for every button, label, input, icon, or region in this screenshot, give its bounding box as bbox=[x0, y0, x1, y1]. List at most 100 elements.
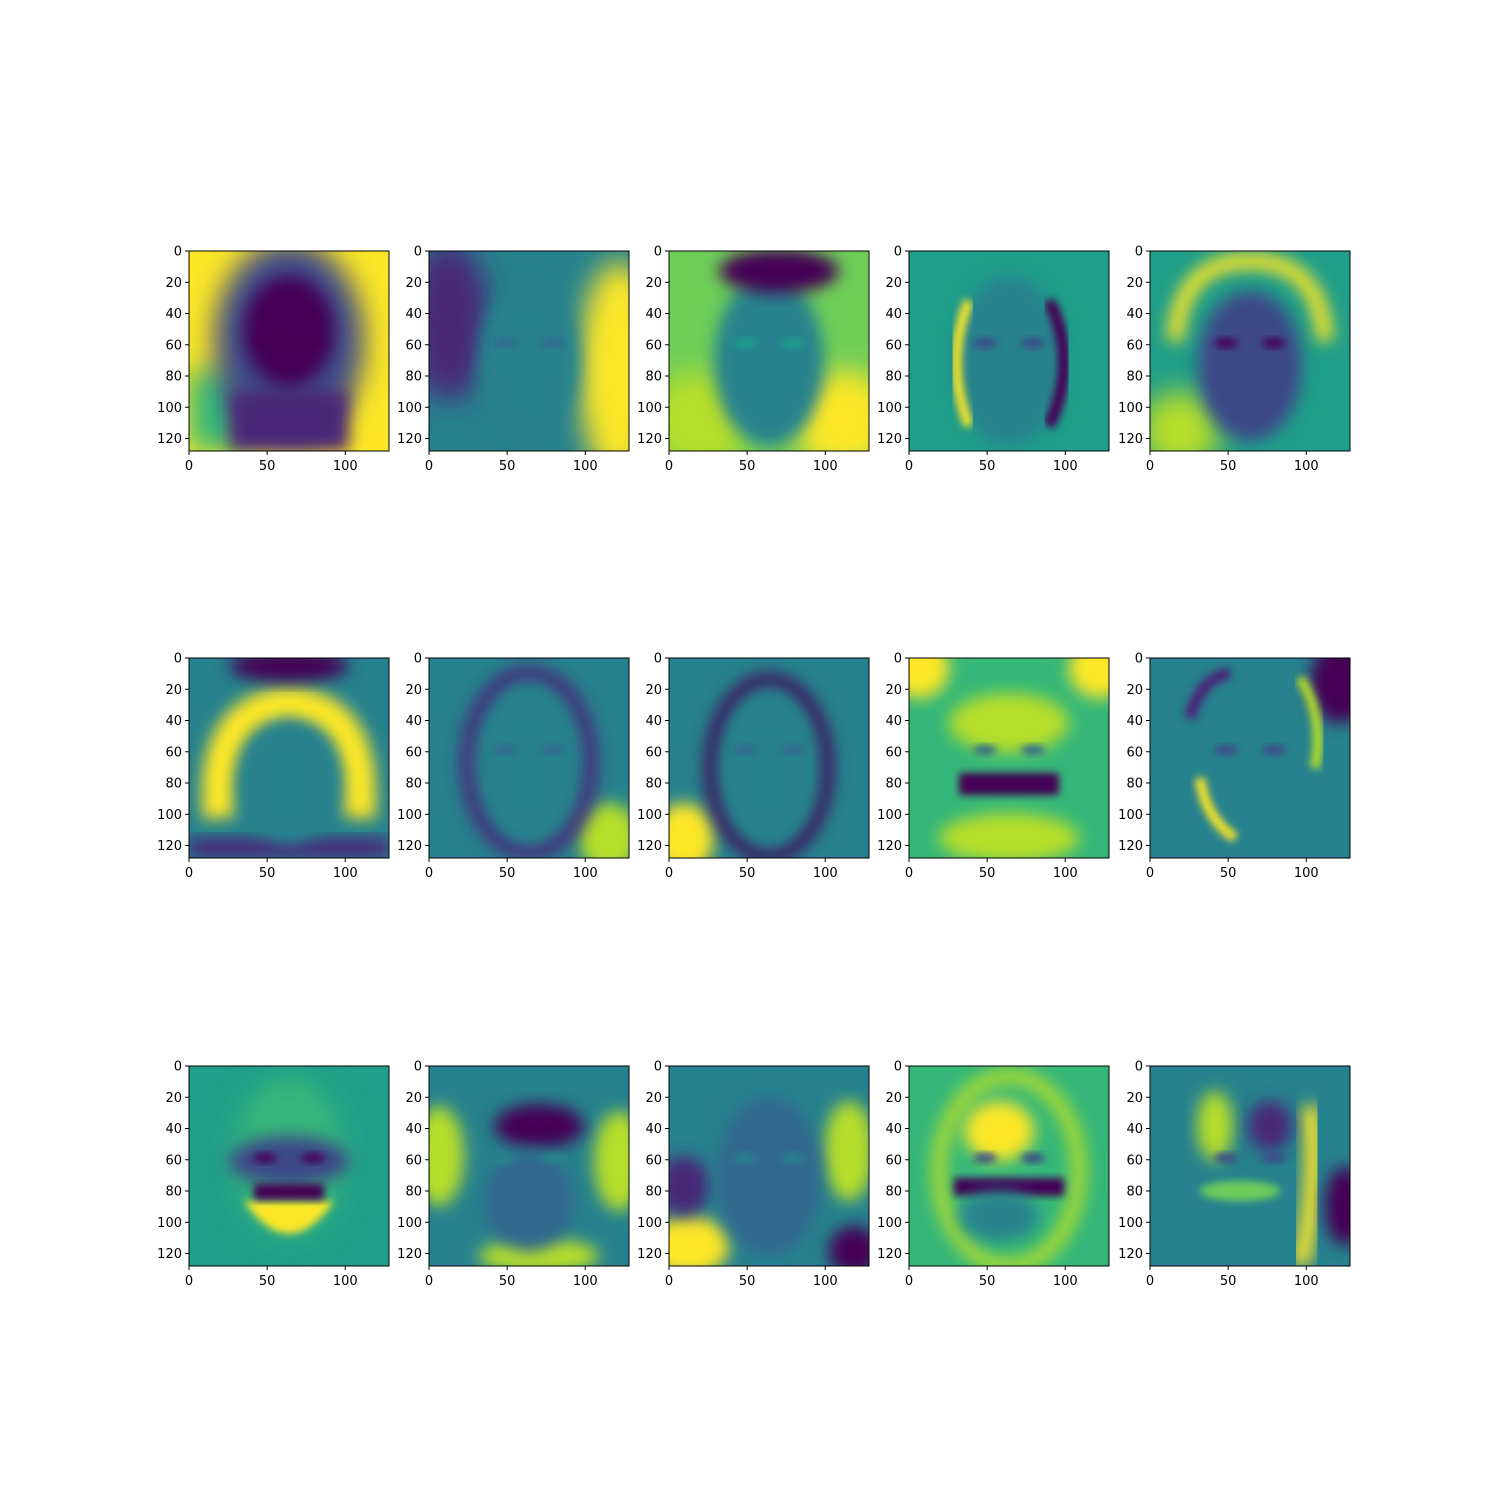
x-tick-label: 50 bbox=[979, 866, 996, 881]
y-tick-label: 120 bbox=[157, 1247, 182, 1262]
y-tick-label: 40 bbox=[165, 307, 182, 322]
y-tick-label: 120 bbox=[157, 839, 182, 854]
y-tick-label: 80 bbox=[405, 777, 422, 792]
y-tick-label: 120 bbox=[877, 432, 902, 447]
y-tick-label: 40 bbox=[1126, 714, 1143, 729]
y-tick-label: 120 bbox=[877, 839, 902, 854]
y-tick-label: 80 bbox=[885, 1185, 902, 1200]
y-tick-label: 60 bbox=[1126, 1153, 1143, 1168]
x-tick-label: 100 bbox=[813, 866, 838, 881]
heatmap-image bbox=[429, 1066, 629, 1266]
x-tick-label: 0 bbox=[425, 1274, 433, 1289]
y-tick-label: 120 bbox=[1118, 1247, 1143, 1262]
y-tick-label: 0 bbox=[894, 1060, 902, 1075]
x-tick-label: 0 bbox=[905, 866, 913, 881]
y-tick-label: 100 bbox=[637, 808, 662, 823]
y-tick-label: 120 bbox=[157, 432, 182, 447]
axes-frame bbox=[908, 1065, 1110, 1267]
x-tick-label: 0 bbox=[185, 1274, 193, 1289]
x-tick-label: 0 bbox=[665, 459, 673, 474]
axes-frame bbox=[908, 250, 1110, 452]
y-tick-label: 60 bbox=[885, 1153, 902, 1168]
y-tick-label: 60 bbox=[405, 745, 422, 760]
y-tick-label: 0 bbox=[174, 1060, 182, 1075]
axes-frame bbox=[188, 250, 390, 452]
x-tick-label: 100 bbox=[1053, 459, 1078, 474]
heatmap-image bbox=[1150, 658, 1350, 858]
y-tick-label: 40 bbox=[645, 1122, 662, 1137]
y-tick-label: 100 bbox=[877, 1216, 902, 1231]
y-tick-label: 120 bbox=[397, 839, 422, 854]
y-tick-label: 60 bbox=[1126, 745, 1143, 760]
y-tick-label: 60 bbox=[165, 1153, 182, 1168]
x-tick-label: 0 bbox=[905, 459, 913, 474]
y-tick-label: 60 bbox=[885, 338, 902, 353]
y-tick-label: 40 bbox=[885, 714, 902, 729]
y-tick-label: 20 bbox=[885, 1091, 902, 1106]
y-tick-label: 40 bbox=[1126, 1122, 1143, 1137]
x-tick-label: 50 bbox=[259, 866, 276, 881]
heatmap-image bbox=[909, 1066, 1109, 1266]
y-tick-label: 60 bbox=[1126, 338, 1143, 353]
y-tick-label: 100 bbox=[397, 401, 422, 416]
y-tick-label: 100 bbox=[637, 1216, 662, 1231]
heatmap-image bbox=[909, 251, 1109, 451]
y-tick-label: 0 bbox=[894, 245, 902, 260]
y-tick-label: 60 bbox=[165, 338, 182, 353]
y-tick-label: 100 bbox=[157, 1216, 182, 1231]
y-tick-label: 80 bbox=[165, 370, 182, 385]
x-tick-label: 100 bbox=[1294, 1274, 1319, 1289]
y-tick-label: 100 bbox=[1118, 1216, 1143, 1231]
y-tick-label: 0 bbox=[174, 245, 182, 260]
axes-frame bbox=[668, 250, 870, 452]
y-tick-label: 80 bbox=[885, 370, 902, 385]
y-tick-label: 120 bbox=[637, 839, 662, 854]
y-tick-label: 60 bbox=[645, 338, 662, 353]
y-tick-label: 0 bbox=[414, 1060, 422, 1075]
y-tick-label: 0 bbox=[174, 652, 182, 667]
y-tick-label: 120 bbox=[877, 1247, 902, 1262]
x-tick-label: 100 bbox=[333, 866, 358, 881]
x-tick-label: 100 bbox=[813, 459, 838, 474]
y-tick-label: 80 bbox=[1126, 370, 1143, 385]
y-tick-label: 20 bbox=[885, 276, 902, 291]
y-tick-label: 0 bbox=[894, 652, 902, 667]
axes-frame bbox=[1149, 1065, 1351, 1267]
x-tick-label: 50 bbox=[499, 1274, 516, 1289]
x-tick-label: 100 bbox=[1294, 866, 1319, 881]
x-tick-label: 100 bbox=[573, 1274, 598, 1289]
x-tick-label: 50 bbox=[499, 866, 516, 881]
y-tick-label: 100 bbox=[1118, 808, 1143, 823]
axes-panel-11: 0 50 100 0 20 40 60 80 100 120 bbox=[157, 1060, 390, 1289]
y-tick-label: 40 bbox=[405, 307, 422, 322]
y-tick-label: 80 bbox=[645, 777, 662, 792]
y-tick-label: 60 bbox=[645, 1153, 662, 1168]
y-tick-label: 80 bbox=[405, 1185, 422, 1200]
y-tick-label: 40 bbox=[165, 1122, 182, 1137]
axes-frame bbox=[188, 1065, 390, 1267]
y-tick-label: 0 bbox=[654, 1060, 662, 1075]
axes-panel-6: 0 50 100 0 20 40 60 80 100 120 bbox=[157, 652, 390, 881]
y-tick-label: 120 bbox=[637, 1247, 662, 1262]
x-tick-label: 50 bbox=[979, 459, 996, 474]
y-tick-label: 20 bbox=[405, 683, 422, 698]
heatmap-image bbox=[429, 658, 629, 858]
x-tick-label: 100 bbox=[573, 866, 598, 881]
y-tick-label: 20 bbox=[165, 1091, 182, 1106]
axes-panel-4: 0 50 100 0 20 40 60 80 100 120 bbox=[877, 245, 1110, 474]
y-tick-label: 0 bbox=[654, 652, 662, 667]
axes-panel-13: 0 50 100 0 20 40 60 80 100 120 bbox=[637, 1060, 870, 1289]
axes-panel-10: 0 50 100 0 20 40 60 80 100 120 bbox=[1118, 652, 1351, 881]
y-tick-label: 60 bbox=[405, 338, 422, 353]
y-tick-label: 0 bbox=[654, 245, 662, 260]
x-tick-label: 100 bbox=[1053, 1274, 1078, 1289]
axes-frame bbox=[428, 1065, 630, 1267]
y-tick-label: 80 bbox=[405, 370, 422, 385]
y-tick-label: 80 bbox=[645, 1185, 662, 1200]
x-tick-label: 50 bbox=[739, 1274, 756, 1289]
axes-panel-3: 0 50 100 0 20 40 60 80 100 120 bbox=[637, 245, 870, 474]
y-tick-label: 0 bbox=[1135, 652, 1143, 667]
y-tick-label: 80 bbox=[1126, 1185, 1143, 1200]
x-tick-label: 100 bbox=[1053, 866, 1078, 881]
